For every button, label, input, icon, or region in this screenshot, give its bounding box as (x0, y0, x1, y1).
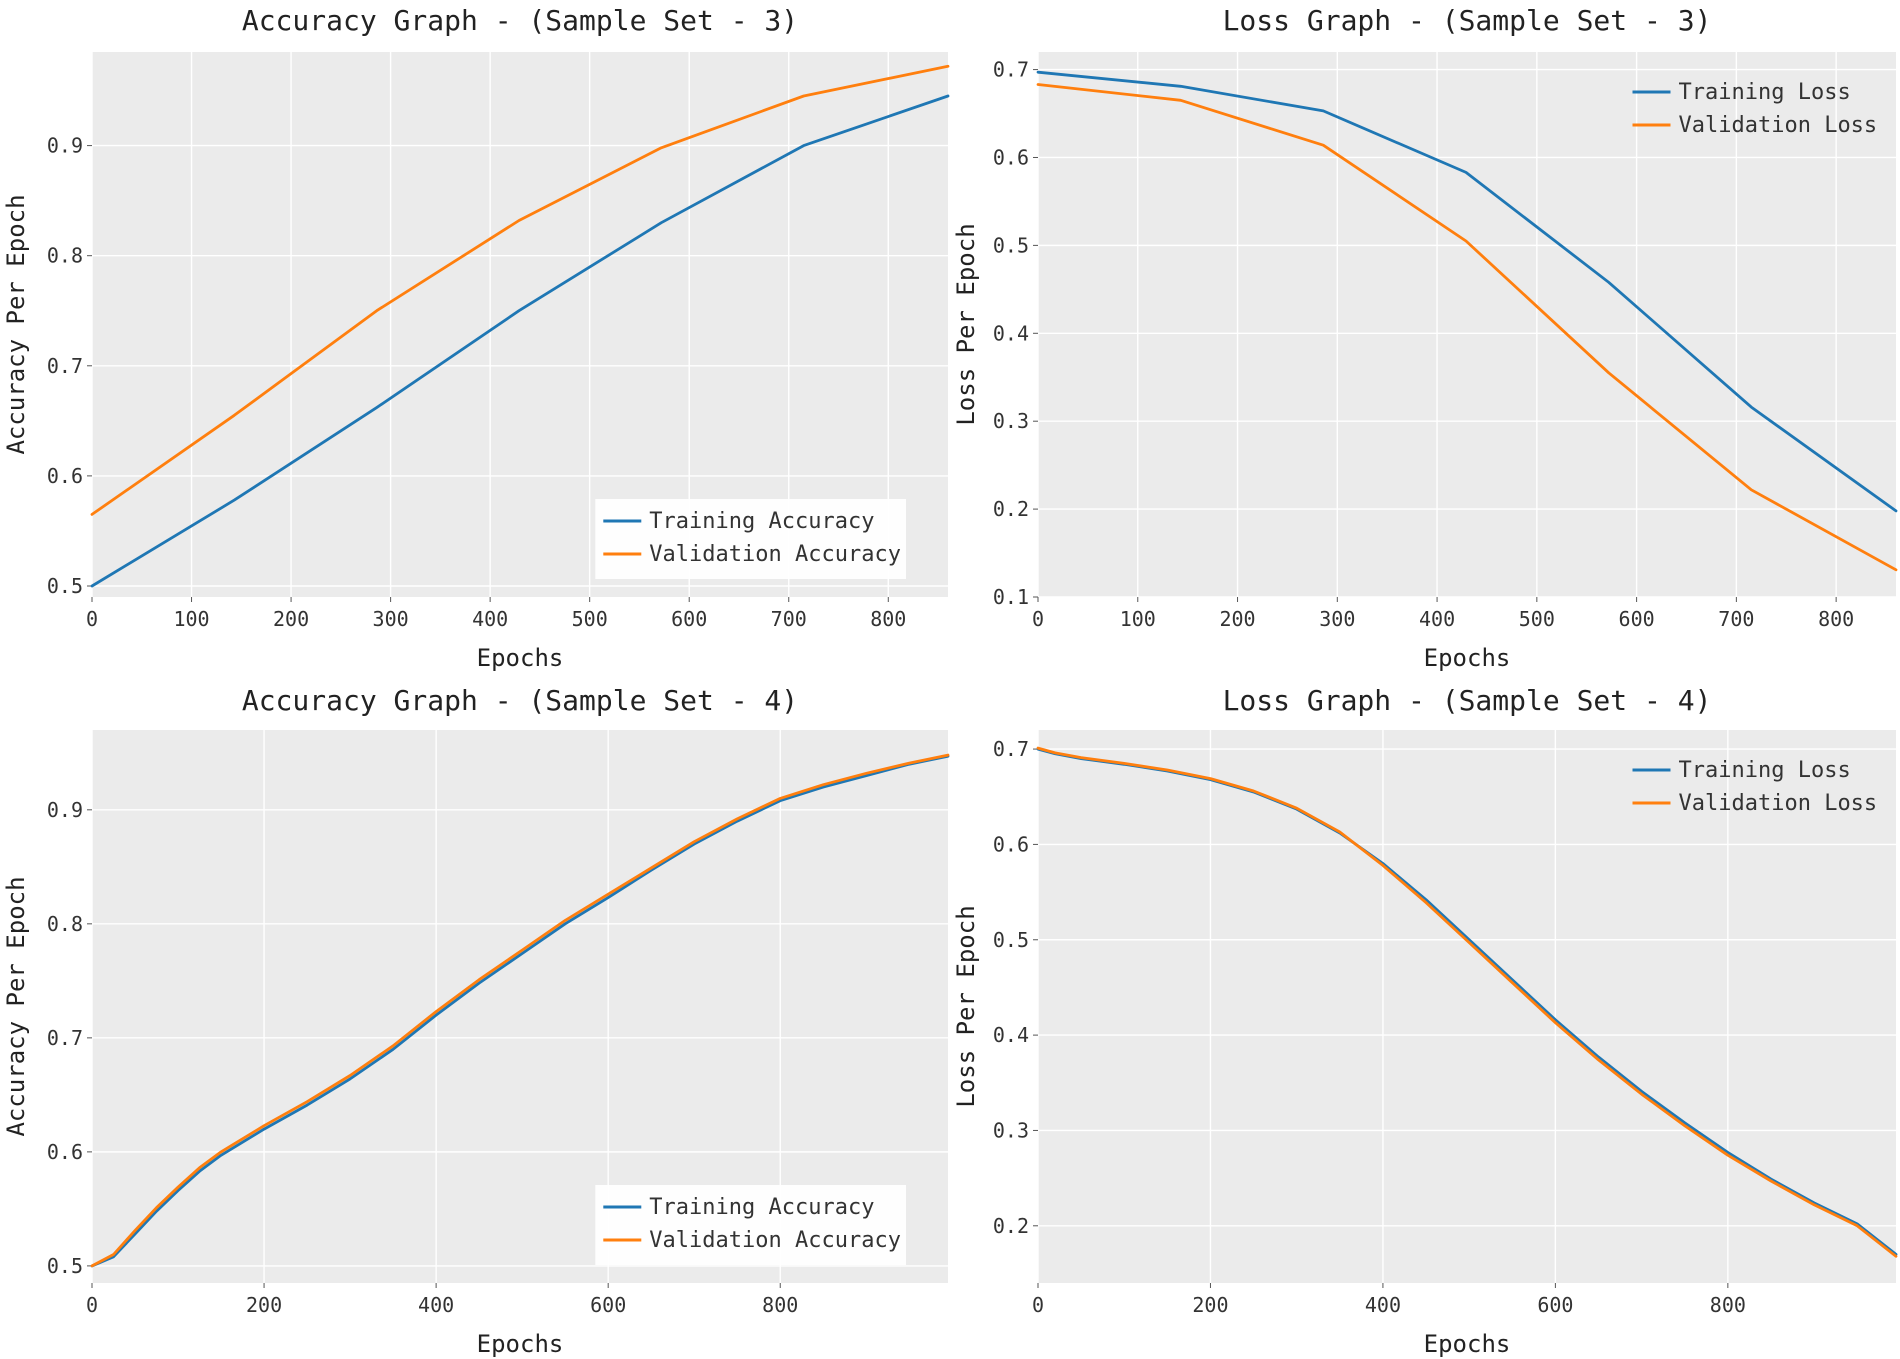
x-tick-label: 200 (1219, 607, 1255, 631)
x-tick-label: 600 (1619, 607, 1655, 631)
y-tick-label: 0.3 (993, 1118, 1029, 1142)
chart-svg: 0 200 400 600 800 0.5 0.6 0.7 0.8 0.9 Accuracy Gra… (2, 684, 950, 1358)
series-line-training-loss (1036, 70, 1898, 513)
y-tick-label: 0.7 (47, 354, 83, 378)
y-axis-label: Loss Per Epoch (952, 905, 980, 1107)
y-tick-label: 0.3 (993, 409, 1029, 433)
legend-label: Validation Loss (1679, 791, 1878, 816)
series-line-training-accuracy (90, 94, 950, 588)
y-tick-label: 0.8 (47, 912, 83, 936)
x-tick-label: 800 (870, 607, 906, 631)
plot-area (1038, 730, 1896, 1283)
accuracy-chart-set-4: 0 200 400 600 800 0.5 0.6 0.7 0.8 0.9 Accuracy Gra… (0, 680, 950, 1359)
x-tick-label: 500 (572, 607, 608, 631)
loss-chart-set-3: 0 100 200 300 400 500 600 700 800 0.1 0.2 0.3 0.4 0.5… (950, 0, 1900, 680)
y-tick-label: 0.7 (993, 737, 1029, 761)
legend-label: Training Accuracy (649, 509, 874, 534)
legend-label: Validation Accuracy (649, 542, 901, 567)
y-tick-label: 0.9 (47, 134, 83, 158)
x-tick-label: 800 (1818, 607, 1854, 631)
x-axis-label: Epochs (477, 644, 564, 672)
legend-box (595, 499, 906, 579)
y-tick-label: 0.5 (47, 574, 83, 598)
x-tick-label: 600 (1537, 1293, 1573, 1317)
legend-label: Validation Loss (1679, 113, 1878, 138)
y-axis-label: Accuracy Per Epoch (2, 194, 30, 454)
x-tick-label: 200 (246, 1293, 282, 1317)
series-line-validation-accuracy (90, 753, 950, 1268)
x-tick-label: 0 (1032, 1293, 1044, 1317)
chart-svg: 0 200 400 600 800 0.2 0.3 0.4 0.5 0.6 0.7 Loss Grap… (952, 684, 1898, 1358)
series-line-validation-loss (1036, 83, 1898, 572)
y-tick-label: 0.2 (993, 497, 1029, 521)
legend: Training Loss Validation Loss (1632, 758, 1878, 816)
x-tick-label: 0 (86, 1293, 98, 1317)
plot-area (1038, 52, 1896, 597)
x-tick-label: 100 (173, 607, 209, 631)
x-tick-label: 400 (418, 1293, 454, 1317)
x-axis-label: Epochs (1424, 1330, 1511, 1358)
series-line-validation-accuracy (90, 64, 950, 516)
x-tick-label: 700 (771, 607, 807, 631)
loss-chart-set-4: 0 200 400 600 800 0.2 0.3 0.4 0.5 0.6 0.7 Loss Grap… (950, 680, 1900, 1359)
y-tick-label: 0.1 (993, 585, 1029, 609)
y-tick-label: 0.8 (47, 244, 83, 268)
y-tick-label: 0.7 (47, 1026, 83, 1050)
x-tick-label: 0 (1032, 607, 1044, 631)
y-tick-label: 0.5 (993, 233, 1029, 257)
y-tick-label: 0.6 (993, 145, 1029, 169)
chart-title: Loss Graph - (Sample Set - 4) (1223, 684, 1712, 717)
x-tick-label: 200 (1192, 1293, 1228, 1317)
legend-box (595, 1185, 906, 1265)
x-axis-label: Epochs (1424, 644, 1511, 672)
y-axis-label: Accuracy Per Epoch (2, 876, 30, 1136)
y-tick-label: 0.5 (47, 1254, 83, 1278)
chart-svg: 0 100 200 300 400 500 600 700 800 0.5 0.6 0.7 0.8 0.9… (2, 4, 950, 672)
x-tick-label: 700 (1718, 607, 1754, 631)
x-tick-label: 300 (373, 607, 409, 631)
y-tick-label: 0.6 (993, 832, 1029, 856)
y-tick-label: 0.7 (993, 58, 1029, 82)
x-tick-label: 400 (472, 607, 508, 631)
legend-label: Training Accuracy (649, 1195, 874, 1220)
x-tick-label: 600 (671, 607, 707, 631)
x-tick-label: 400 (1365, 1293, 1401, 1317)
legend-label: Training Loss (1679, 80, 1851, 105)
y-tick-label: 0.9 (47, 798, 83, 822)
legend-label: Validation Accuracy (649, 1228, 901, 1253)
legend: Training Accuracy Validation Accuracy (595, 499, 906, 579)
y-tick-label: 0.4 (993, 1023, 1029, 1047)
legend: Training Loss Validation Loss (1632, 80, 1878, 138)
x-tick-label: 800 (1710, 1293, 1746, 1317)
x-tick-label: 800 (762, 1293, 798, 1317)
x-tick-label: 200 (273, 607, 309, 631)
x-tick-label: 300 (1319, 607, 1355, 631)
series-line-training-accuracy (90, 754, 950, 1268)
y-tick-label: 0.2 (993, 1214, 1029, 1238)
x-tick-label: 400 (1419, 607, 1455, 631)
legend: Training Accuracy Validation Accuracy (595, 1185, 906, 1265)
y-tick-label: 0.5 (993, 928, 1029, 952)
x-tick-label: 600 (590, 1293, 626, 1317)
chart-title: Loss Graph - (Sample Set - 3) (1223, 4, 1712, 37)
x-tick-label: 0 (86, 607, 98, 631)
y-tick-label: 0.6 (47, 464, 83, 488)
y-tick-label: 0.4 (993, 321, 1029, 345)
chart-title: Accuracy Graph - (Sample Set - 3) (242, 4, 798, 37)
x-tick-label: 100 (1120, 607, 1156, 631)
x-tick-label: 500 (1519, 607, 1555, 631)
y-tick-label: 0.6 (47, 1140, 83, 1164)
legend-label: Training Loss (1679, 758, 1851, 783)
y-axis-label: Loss Per Epoch (952, 223, 980, 425)
accuracy-chart-set-3: 0 100 200 300 400 500 600 700 800 0.5 0.6 0.7 0.8 0.9… (0, 0, 950, 680)
x-axis-label: Epochs (477, 1330, 564, 1358)
chart-svg: 0 100 200 300 400 500 600 700 800 0.1 0.2 0.3 0.4 0.5… (952, 4, 1898, 672)
series-line-validation-loss (1036, 746, 1898, 1258)
chart-title: Accuracy Graph - (Sample Set - 4) (242, 684, 798, 717)
